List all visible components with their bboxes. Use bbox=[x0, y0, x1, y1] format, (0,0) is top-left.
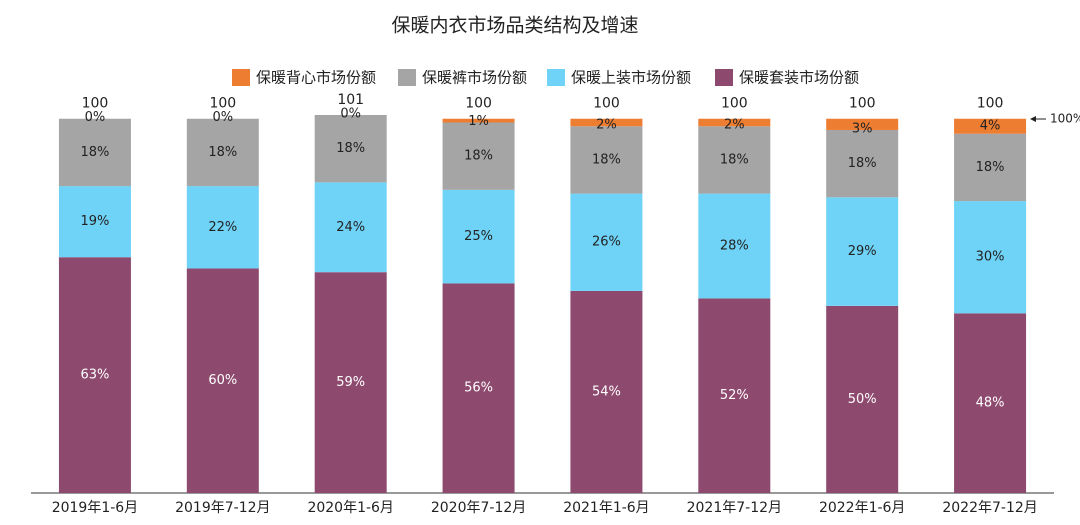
bar-segment bbox=[314, 115, 387, 183]
x-tick-label: 2019年7-12月 bbox=[175, 500, 270, 516]
bar-segment bbox=[186, 268, 259, 493]
bar-segment bbox=[314, 272, 387, 493]
data-label: 54% bbox=[592, 384, 621, 399]
data-label: 56% bbox=[464, 381, 493, 396]
data-label: 29% bbox=[848, 244, 877, 259]
bar-segment bbox=[186, 118, 259, 187]
bar-segment bbox=[570, 290, 643, 493]
bar-segment bbox=[954, 133, 1027, 202]
bar-segment bbox=[826, 118, 899, 130]
bar-segment bbox=[58, 118, 131, 187]
total-label: 100 bbox=[209, 96, 236, 112]
x-tick-label: 2022年7-12月 bbox=[942, 500, 1037, 516]
x-tick-label: 2019年1-6月 bbox=[52, 500, 139, 516]
x-tick-label: 2021年1-6月 bbox=[563, 500, 650, 516]
bar-segment bbox=[954, 201, 1027, 314]
bar-segment bbox=[698, 193, 771, 299]
bar-segment bbox=[314, 182, 387, 273]
data-label: 25% bbox=[464, 229, 493, 244]
data-label: 2% bbox=[596, 118, 617, 133]
legend-label: 保暖上装市场份额 bbox=[571, 69, 691, 87]
data-label: 18% bbox=[976, 160, 1005, 175]
data-label: 30% bbox=[976, 250, 1005, 265]
bar-segment bbox=[954, 313, 1027, 493]
bar-segment bbox=[570, 126, 643, 194]
data-label: 24% bbox=[336, 220, 365, 235]
bar-segment bbox=[58, 186, 131, 258]
legend-label: 保暖背心市场份额 bbox=[256, 69, 376, 87]
data-label: 19% bbox=[80, 214, 109, 229]
total-label: 100 bbox=[721, 96, 748, 112]
legend-swatch bbox=[715, 69, 733, 86]
chart-title: 保暖内衣市场品类结构及增速 bbox=[391, 15, 638, 37]
data-label: 59% bbox=[336, 375, 365, 390]
data-label: 26% bbox=[592, 235, 621, 250]
annotation-arrow-head bbox=[1030, 116, 1036, 122]
bar-segment bbox=[826, 197, 899, 306]
data-label: 22% bbox=[208, 220, 237, 235]
data-label: 18% bbox=[80, 145, 109, 160]
legend-swatch bbox=[547, 69, 565, 86]
total-label: 101 bbox=[337, 92, 364, 108]
data-label: 4% bbox=[980, 119, 1001, 134]
data-label: 18% bbox=[464, 149, 493, 164]
data-label: 1% bbox=[468, 114, 489, 129]
legend-label: 保暖套装市场份额 bbox=[739, 69, 859, 87]
data-label: 63% bbox=[80, 368, 109, 383]
data-label: 18% bbox=[336, 141, 365, 156]
x-tick-label: 2020年1-6月 bbox=[307, 500, 394, 516]
data-label: 50% bbox=[848, 392, 877, 407]
data-label: 52% bbox=[720, 388, 749, 403]
data-label: 0% bbox=[85, 110, 106, 125]
data-label: 28% bbox=[720, 238, 749, 253]
data-label: 48% bbox=[976, 396, 1005, 411]
total-label: 100 bbox=[82, 96, 109, 112]
data-label: 18% bbox=[720, 152, 749, 167]
bar-segment bbox=[442, 118, 515, 123]
bar-segment bbox=[826, 129, 899, 198]
total-label: 100 bbox=[593, 96, 620, 112]
data-label: 0% bbox=[340, 107, 361, 122]
x-tick-label: 2020年7-12月 bbox=[431, 500, 526, 516]
bar-segment bbox=[58, 257, 131, 493]
total-label: 100 bbox=[849, 96, 876, 112]
bar-segment bbox=[698, 118, 771, 127]
bar-segment bbox=[570, 193, 643, 291]
data-label: 0% bbox=[213, 110, 234, 125]
bar-segment bbox=[698, 126, 771, 194]
legend-swatch bbox=[398, 69, 416, 86]
x-tick-label: 2021年7-12月 bbox=[687, 500, 782, 516]
annotation: 100% bbox=[1050, 112, 1080, 126]
bar-segment bbox=[186, 186, 259, 269]
bar-segment bbox=[442, 189, 515, 284]
legend-label: 保暖裤市场份额 bbox=[422, 69, 527, 87]
bar-segment bbox=[698, 298, 771, 493]
bar-segment bbox=[954, 118, 1027, 134]
bar-segment bbox=[570, 118, 643, 127]
bar-segment bbox=[442, 122, 515, 190]
bar-segment bbox=[442, 283, 515, 493]
data-label: 60% bbox=[208, 373, 237, 388]
total-label: 100 bbox=[977, 96, 1004, 112]
data-label: 3% bbox=[852, 121, 873, 136]
bar-segment bbox=[826, 305, 899, 493]
data-label: 2% bbox=[724, 118, 745, 133]
legend-swatch bbox=[232, 69, 250, 86]
x-tick-label: 2022年1-6月 bbox=[819, 500, 906, 516]
data-label: 18% bbox=[592, 152, 621, 167]
data-label: 18% bbox=[848, 156, 877, 171]
data-label: 18% bbox=[208, 145, 237, 160]
total-label: 100 bbox=[465, 96, 492, 112]
